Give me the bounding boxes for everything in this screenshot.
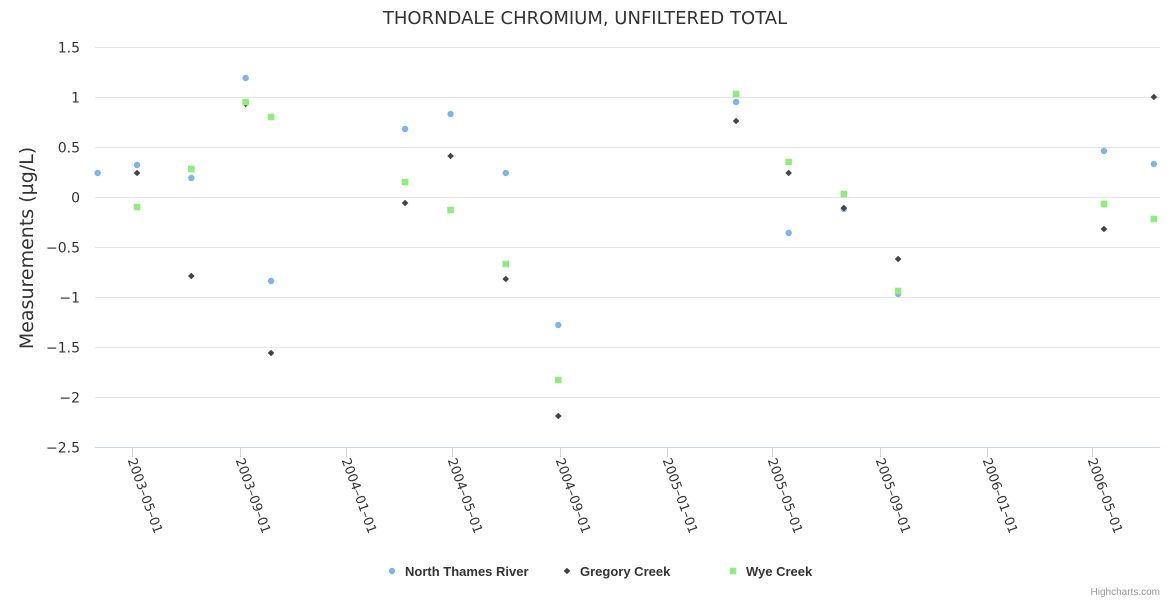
y-tick-label: 1 — [71, 91, 80, 107]
data-point-north-thames-river[interactable] — [732, 98, 740, 106]
chart-title: THORNDALE CHROMIUM, UNFILTERED TOTAL — [382, 8, 787, 29]
data-point-wye-creek[interactable] — [840, 190, 848, 198]
data-point-wye-creek[interactable] — [502, 260, 510, 268]
data-point-wye-creek[interactable] — [732, 90, 740, 98]
data-point-wye-creek[interactable] — [447, 206, 454, 214]
data-point-north-thames-river[interactable] — [133, 161, 141, 169]
legend-symbol-north-thames-river[interactable] — [388, 567, 396, 575]
data-point-gregory-creek[interactable] — [267, 349, 275, 357]
data-point-gregory-creek[interactable] — [502, 275, 510, 283]
credits-link[interactable]: Highcharts.com — [1091, 587, 1160, 598]
data-point-gregory-creek[interactable] — [1100, 225, 1108, 233]
data-point-north-thames-river[interactable] — [242, 74, 249, 82]
data-point-wye-creek[interactable] — [1100, 200, 1108, 208]
x-axis: 2003–05–01 2003–09–01 2004–01–01 2004–05–01… — [95, 447, 1160, 536]
y-tick-label: −2 — [59, 391, 80, 407]
series-wye-creek — [133, 90, 1158, 384]
data-point-gregory-creek[interactable] — [188, 272, 195, 280]
data-point-wye-creek[interactable] — [401, 178, 409, 186]
x-tick-label: 2004–01–01 — [338, 456, 379, 536]
x-tick-label: 2005–09–01 — [872, 456, 913, 536]
data-point-north-thames-river[interactable] — [1150, 160, 1158, 168]
x-tick-label: 2003–09–01 — [232, 456, 273, 536]
data-point-gregory-creek[interactable] — [840, 204, 848, 212]
data-point-north-thames-river[interactable] — [1100, 147, 1108, 155]
y-tick-label: 0.5 — [58, 141, 80, 157]
x-tick-label: 2006–01–01 — [979, 456, 1020, 536]
data-point-north-thames-river[interactable] — [188, 174, 195, 182]
data-point-gregory-creek[interactable] — [447, 152, 454, 160]
legend-item-wye-creek[interactable]: Wye Creek — [729, 564, 813, 579]
data-point-north-thames-river[interactable] — [502, 169, 509, 177]
data-point-wye-creek[interactable] — [267, 113, 275, 121]
data-point-gregory-creek[interactable] — [133, 169, 141, 177]
data-point-north-thames-river[interactable] — [785, 229, 792, 237]
data-point-gregory-creek[interactable] — [894, 255, 902, 263]
legend-item-north-thames-river[interactable]: North Thames River — [388, 564, 529, 579]
data-point-gregory-creek[interactable] — [555, 412, 562, 420]
legend-label[interactable]: Wye Creek — [746, 564, 813, 579]
y-tick-label: −1.5 — [46, 341, 80, 357]
legend-label[interactable]: North Thames River — [405, 564, 529, 579]
y-tick-label: 0 — [71, 191, 80, 207]
legend-symbol-gregory-creek[interactable] — [563, 567, 571, 575]
legend-label[interactable]: Gregory Creek — [580, 564, 671, 579]
data-point-wye-creek[interactable] — [1150, 215, 1158, 223]
series-north-thames-river — [94, 74, 1158, 329]
grid-lines — [95, 47, 1160, 398]
y-tick-label: 1.5 — [58, 41, 80, 57]
data-point-gregory-creek[interactable] — [1150, 93, 1158, 101]
data-points — [94, 74, 1158, 420]
legend-symbol-wye-creek[interactable] — [729, 567, 737, 575]
x-tick-label: 2005–05–01 — [764, 456, 805, 536]
series-gregory-creek — [133, 93, 1158, 420]
data-point-north-thames-river[interactable] — [447, 110, 454, 118]
y-tick-label: −1 — [59, 291, 80, 307]
data-point-north-thames-river[interactable] — [401, 125, 409, 133]
data-point-north-thames-river[interactable] — [267, 277, 275, 285]
x-tick-label: 2005–01–01 — [659, 456, 700, 536]
x-tick-label: 2004–09–01 — [552, 456, 593, 536]
legend: North Thames River Gregory Creek Wye Creek — [388, 564, 813, 579]
y-axis: −2.5 −2 −1.5 −1 −0.5 0 0.5 1 1.5 — [46, 41, 80, 457]
x-tick-label: 2006–05–01 — [1084, 456, 1125, 536]
data-point-wye-creek[interactable] — [785, 158, 792, 166]
data-point-wye-creek[interactable] — [555, 376, 562, 384]
y-tick-label: −2.5 — [46, 441, 80, 457]
data-point-gregory-creek[interactable] — [401, 199, 409, 207]
legend-item-gregory-creek[interactable]: Gregory Creek — [563, 564, 671, 579]
y-tick-label: −0.5 — [46, 241, 80, 257]
y-axis-label: Measurements (µg/L) — [16, 147, 38, 349]
x-tick-label: 2004–05–01 — [444, 456, 485, 536]
data-point-gregory-creek[interactable] — [785, 169, 792, 177]
x-tick-label: 2003–05–01 — [124, 456, 165, 536]
data-point-wye-creek[interactable] — [188, 165, 195, 173]
data-point-wye-creek[interactable] — [894, 287, 902, 295]
data-point-wye-creek[interactable] — [242, 98, 249, 106]
data-point-gregory-creek[interactable] — [732, 117, 740, 125]
data-point-north-thames-river[interactable] — [94, 169, 101, 177]
data-point-north-thames-river[interactable] — [555, 321, 562, 329]
data-point-wye-creek[interactable] — [133, 203, 141, 211]
